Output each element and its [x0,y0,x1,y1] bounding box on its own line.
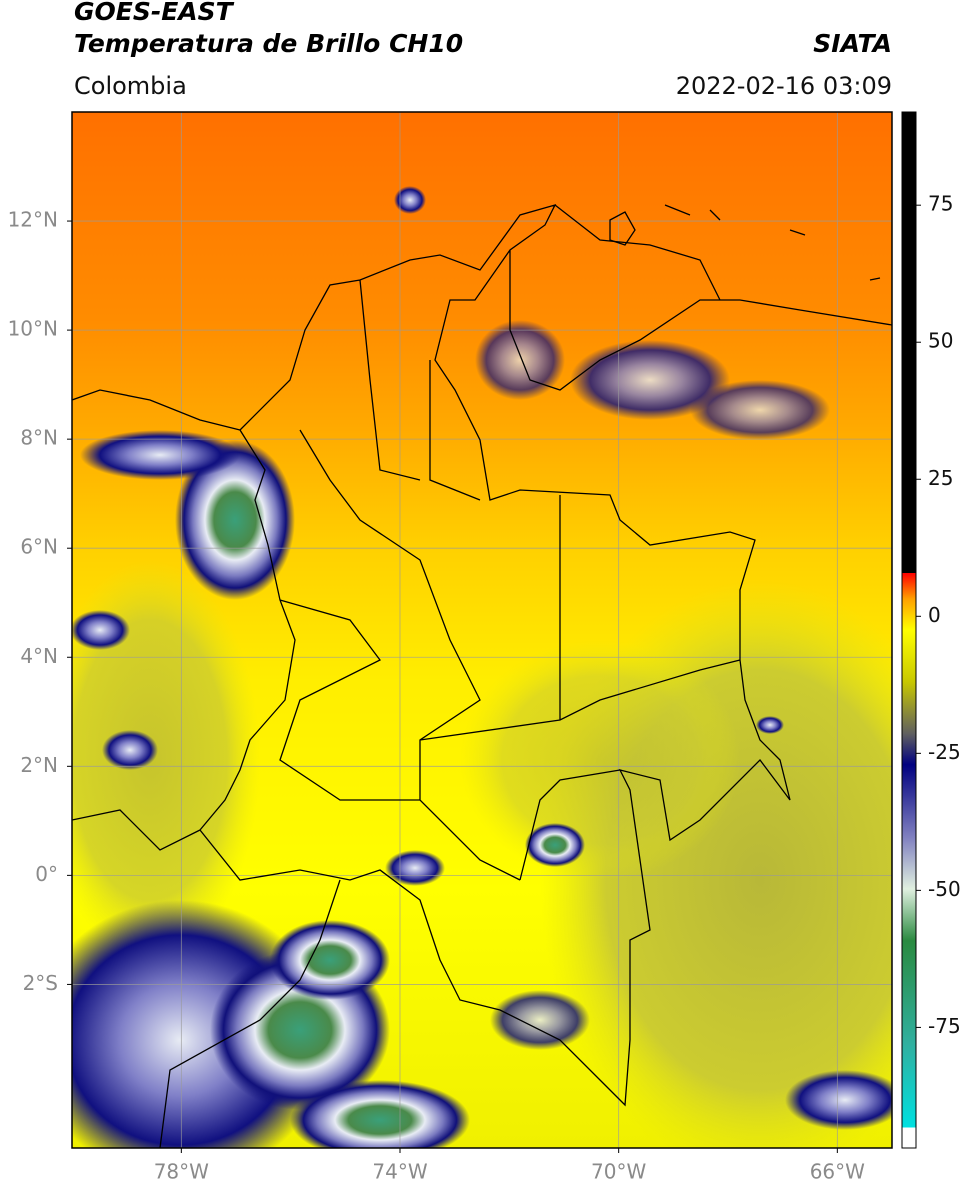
y-tick-label: 0° [35,862,58,886]
y-tick-label: 8°N [20,426,58,450]
x-tick-label: 78°W [154,1160,209,1184]
colorbar [901,111,917,1149]
y-tick-label: 4°N [20,644,58,668]
map-image [72,112,892,1148]
x-tick-label: 70°W [591,1160,646,1184]
colorbar-tick-label: -75 [928,1014,961,1038]
colorbar-tick-label: -25 [928,740,961,764]
datetime: 2022-02-16 03:09 [676,72,892,100]
country-borders [72,203,892,1148]
x-tick-label: 66°W [810,1160,865,1184]
coastline [609,204,881,281]
x-tick-label: 74°W [372,1160,427,1184]
region: Colombia [74,72,187,100]
colorbar-tick-label: 75 [928,192,953,216]
y-tick-label: 12°N [8,208,58,232]
satellite: GOES-EAST [74,0,235,26]
colorbar-tick-label: 50 [928,329,953,353]
product: Temperatura de Brillo CH10 [74,29,463,58]
y-tick-label: 2°N [20,753,58,777]
y-tick-label: 10°N [8,317,58,341]
graticule [72,112,892,1148]
axes: 78°W 74°W 70°W 66°W 12°N 10°N 8°N 6°N 4°N 2°N 0° 2°… [8,192,961,1184]
map-frame [71,111,893,1149]
colorbar-tick-label: 0 [928,603,941,627]
y-tick-label: 6°N [20,535,58,559]
colorbar-tick-label: 25 [928,466,953,490]
y-tick-label: 2°S [23,971,58,995]
colorbar-tick-label: -50 [928,877,961,901]
source: SIATA [813,29,892,58]
